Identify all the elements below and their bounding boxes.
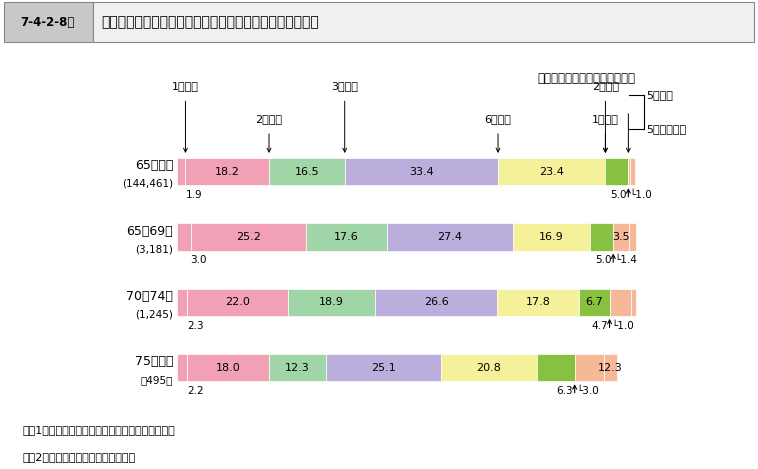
Text: 25.1: 25.1 — [371, 363, 396, 372]
Text: 65～69歳: 65～69歳 — [127, 225, 173, 237]
Bar — [177, 158, 186, 185]
Text: 33.4: 33.4 — [409, 166, 434, 177]
Bar — [269, 354, 326, 381]
Bar — [603, 354, 617, 381]
Text: 5年を超える: 5年を超える — [647, 124, 687, 134]
Text: 22.0: 22.0 — [225, 297, 250, 307]
Bar — [177, 288, 187, 316]
Text: 23.4: 23.4 — [539, 166, 564, 177]
Bar — [498, 158, 606, 185]
Bar — [629, 223, 636, 250]
Text: 6月以内: 6月以内 — [484, 114, 512, 124]
Bar — [631, 288, 636, 316]
Text: 2月以内: 2月以内 — [255, 114, 283, 124]
Text: 5年以内: 5年以内 — [647, 90, 673, 100]
Text: 2.3: 2.3 — [187, 320, 204, 331]
Text: 1年以内: 1年以内 — [592, 114, 619, 124]
Bar — [606, 158, 628, 185]
Text: 3月以内: 3月以内 — [331, 81, 359, 91]
Text: (3,181): (3,181) — [135, 244, 173, 254]
Text: 65歳未満: 65歳未満 — [135, 159, 173, 172]
Bar — [306, 223, 387, 250]
Text: 他釈放者に係る保護観察終了人員の保護観察期間別構成比: 他釈放者に係る保護観察終了人員の保護観察期間別構成比 — [101, 15, 318, 29]
Bar — [345, 158, 498, 185]
Bar — [187, 288, 288, 316]
Text: 12.3: 12.3 — [598, 363, 623, 372]
Bar — [441, 354, 537, 381]
Bar — [326, 354, 441, 381]
Text: 3.5: 3.5 — [612, 232, 630, 242]
Text: （495）: （495） — [141, 375, 173, 385]
Text: 17.6: 17.6 — [334, 232, 359, 242]
Text: 17.8: 17.8 — [525, 297, 550, 307]
Bar — [575, 354, 603, 381]
Text: 16.5: 16.5 — [295, 166, 319, 177]
Bar — [375, 288, 497, 316]
Text: 6.7: 6.7 — [585, 297, 603, 307]
Text: 2　（　）内は，実人員である。: 2 （ ）内は，実人員である。 — [23, 452, 136, 462]
Text: 25.2: 25.2 — [236, 232, 261, 242]
Bar — [590, 223, 613, 250]
Text: 7-4-2-8図: 7-4-2-8図 — [20, 16, 74, 29]
Bar — [186, 158, 269, 185]
Text: 1.9: 1.9 — [186, 190, 202, 200]
Text: └1.4: └1.4 — [615, 255, 637, 265]
Text: (1,245): (1,245) — [135, 310, 173, 320]
Bar — [537, 354, 575, 381]
Text: (144,461): (144,461) — [122, 179, 173, 189]
Bar — [4, 2, 93, 42]
Bar — [628, 158, 630, 185]
Text: 27.4: 27.4 — [437, 232, 462, 242]
Text: 2年以内: 2年以内 — [592, 81, 619, 91]
Text: 1月以内: 1月以内 — [172, 81, 199, 91]
Bar — [579, 288, 609, 316]
Text: 4.7: 4.7 — [591, 320, 608, 331]
Text: 18.2: 18.2 — [215, 166, 240, 177]
Bar — [497, 288, 579, 316]
Text: 26.6: 26.6 — [424, 297, 449, 307]
Text: 18.0: 18.0 — [216, 363, 240, 372]
Text: 70～74歳: 70～74歳 — [126, 290, 173, 303]
Text: └1.0: └1.0 — [611, 320, 634, 331]
Text: 75歳以上: 75歳以上 — [135, 355, 173, 368]
Text: 12.3: 12.3 — [285, 363, 310, 372]
Bar — [177, 223, 190, 250]
Text: 16.9: 16.9 — [539, 232, 564, 242]
Bar — [288, 288, 375, 316]
Text: 3.0: 3.0 — [190, 255, 207, 265]
Text: 20.8: 20.8 — [476, 363, 501, 372]
Bar — [177, 354, 186, 381]
Bar — [387, 223, 512, 250]
Text: 2.2: 2.2 — [186, 386, 203, 396]
Bar — [269, 158, 345, 185]
Text: 6.3: 6.3 — [556, 386, 573, 396]
Text: 18.9: 18.9 — [319, 297, 344, 307]
Bar — [609, 288, 631, 316]
Bar — [190, 223, 306, 250]
Text: └3.0: └3.0 — [576, 386, 599, 396]
Bar — [93, 2, 754, 42]
Text: 注、1　法務省大臣官房司法法制部の資料による。: 注、1 法務省大臣官房司法法制部の資料による。 — [23, 425, 176, 435]
Bar — [512, 223, 590, 250]
Text: （平成１０年～１９年の累計）: （平成１０年～１９年の累計） — [537, 72, 636, 85]
Text: 5.0: 5.0 — [610, 190, 627, 200]
Bar — [186, 354, 269, 381]
Text: 5.0: 5.0 — [595, 255, 612, 265]
Bar — [630, 158, 634, 185]
Text: └1.0: └1.0 — [630, 190, 653, 200]
Bar — [613, 223, 629, 250]
